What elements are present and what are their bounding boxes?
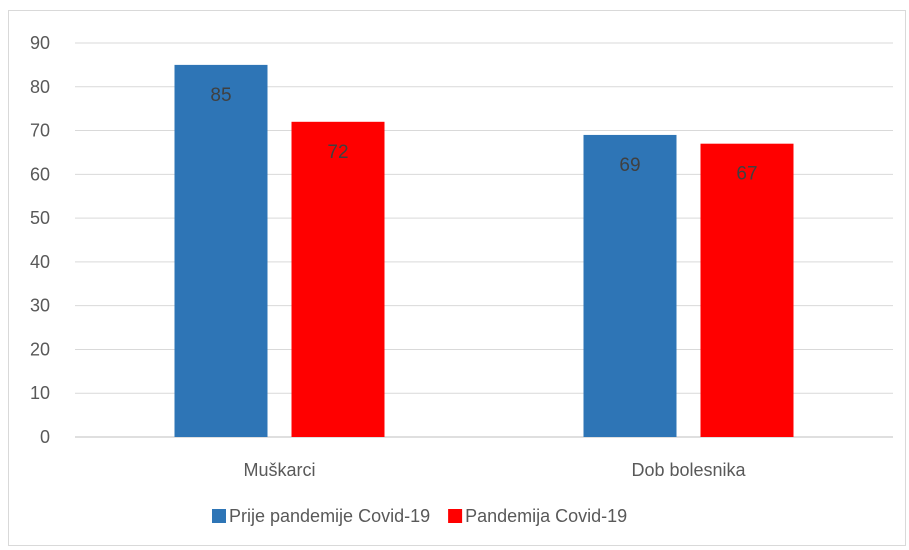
y-tick-label: 30 (30, 296, 50, 316)
y-tick-label: 60 (30, 164, 50, 184)
y-axis: 0 10 20 30 40 50 60 70 80 90 (30, 33, 50, 447)
legend-label: Pandemija Covid-19 (465, 506, 627, 526)
data-label: 72 (327, 142, 348, 163)
legend-swatch (212, 509, 226, 523)
y-tick-label: 10 (30, 383, 50, 403)
bar (174, 64, 268, 437)
data-label: 67 (736, 164, 757, 185)
data-label: 85 (210, 85, 231, 106)
y-tick-label: 50 (30, 208, 50, 228)
y-tick-label: 90 (30, 33, 50, 53)
bar (700, 143, 794, 437)
bar (583, 134, 677, 437)
y-tick-label: 0 (40, 427, 50, 447)
x-category-label: Muškarci (243, 460, 315, 480)
y-tick-label: 70 (30, 121, 50, 141)
legend: Prije pandemije Covid-19 Pandemija Covid-… (212, 506, 627, 526)
legend-label: Prije pandemije Covid-19 (229, 506, 430, 526)
data-label: 69 (619, 155, 640, 176)
x-category-label: Dob bolesnika (631, 460, 746, 480)
legend-swatch (448, 509, 463, 523)
bars: 85 72 69 67 (174, 64, 794, 438)
x-axis: Muškarci Dob bolesnika (243, 460, 746, 480)
y-tick-label: 40 (30, 252, 50, 272)
y-tick-label: 20 (30, 339, 50, 359)
bar (291, 121, 385, 438)
y-tick-label: 80 (30, 77, 50, 97)
